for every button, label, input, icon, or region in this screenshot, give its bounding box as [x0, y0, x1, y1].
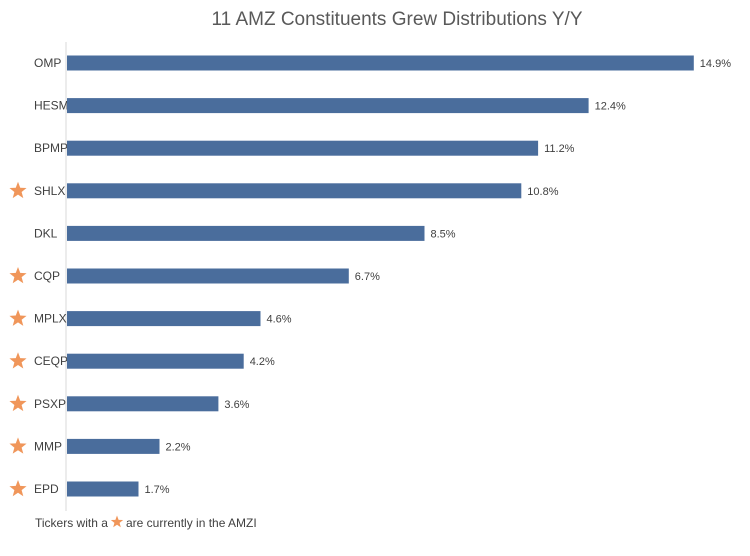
- value-label-ceqp: 4.2%: [250, 356, 275, 368]
- footnote: Tickers with a are currently in the AMZI: [35, 515, 257, 530]
- footnote-star-icon: [110, 515, 124, 528]
- footnote-text-before: Tickers with a: [35, 516, 108, 530]
- category-label-mplx: MPLX: [34, 312, 67, 326]
- bar-hesm: [67, 98, 589, 114]
- value-label-cqp: 6.7%: [355, 271, 380, 283]
- bar-row-epd: EPD 1.7%: [9, 480, 170, 497]
- bar-row-hesm: HESM 12.4%: [34, 98, 626, 114]
- value-label-shlx: 10.8%: [527, 186, 558, 198]
- bar-row-omp: OMP 14.9%: [34, 55, 731, 71]
- star-icon-mmp: [9, 437, 27, 454]
- category-label-dkl: DKL: [34, 226, 58, 240]
- chart-title: 11 AMZ Constituents Grew Distributions Y…: [211, 9, 582, 30]
- star-icon-shlx: [9, 181, 27, 199]
- bar-cqp: [67, 268, 349, 284]
- value-label-omp: 14.9%: [700, 58, 731, 70]
- category-label-omp: OMP: [34, 56, 61, 70]
- bar-psxp: [67, 396, 219, 412]
- category-label-ceqp: CEQP: [34, 354, 68, 368]
- bar-row-shlx: SHLX 10.8%: [9, 181, 559, 199]
- bar-mmp: [67, 438, 160, 454]
- star-icon-mplx: [9, 309, 27, 326]
- category-label-mmp: MMP: [34, 439, 62, 453]
- category-label-hesm: HESM: [34, 99, 69, 113]
- category-label-bpmp: BPMP: [34, 141, 68, 155]
- value-label-dkl: 8.5%: [431, 228, 456, 240]
- bar-row-ceqp: CEQP 4.2%: [9, 352, 275, 369]
- star-icon-ceqp: [9, 352, 27, 369]
- category-label-cqp: CQP: [34, 269, 60, 283]
- bar-ceqp: [67, 353, 244, 369]
- bar-dkl: [67, 225, 425, 241]
- category-label-shlx: SHLX: [34, 184, 65, 198]
- bar-row-mmp: MMP 2.2%: [9, 437, 191, 454]
- bar-row-psxp: PSXP 3.6%: [9, 394, 250, 412]
- bar-row-cqp: CQP 6.7%: [9, 267, 380, 284]
- star-icon-psxp: [9, 394, 27, 412]
- value-label-hesm: 12.4%: [595, 101, 626, 113]
- bar-row-mplx: MPLX 4.6%: [9, 309, 292, 327]
- bar-omp: [67, 55, 694, 71]
- footnote-text-after: are currently in the AMZI: [126, 516, 257, 530]
- value-label-bpmp: 11.2%: [544, 143, 575, 155]
- value-label-mplx: 4.6%: [267, 314, 292, 326]
- value-label-mmp: 2.2%: [166, 441, 191, 453]
- value-label-epd: 1.7%: [145, 484, 170, 496]
- bar-mplx: [67, 311, 261, 327]
- bar-shlx: [67, 183, 522, 199]
- bar-bpmp: [67, 140, 539, 156]
- value-label-psxp: 3.6%: [224, 399, 249, 411]
- bar-epd: [67, 481, 139, 497]
- bar-row-bpmp: BPMP 11.2%: [34, 140, 575, 156]
- category-label-psxp: PSXP: [34, 397, 66, 411]
- bars-group: OMP 14.9% HESM 12.4% BPMP 11.2% SHLX 10.8% DKL 8.…: [9, 55, 731, 497]
- star-icon-cqp: [9, 267, 27, 284]
- star-icon-epd: [9, 480, 27, 497]
- category-label-epd: EPD: [34, 482, 59, 496]
- bar-row-dkl: DKL 8.5%: [34, 225, 456, 241]
